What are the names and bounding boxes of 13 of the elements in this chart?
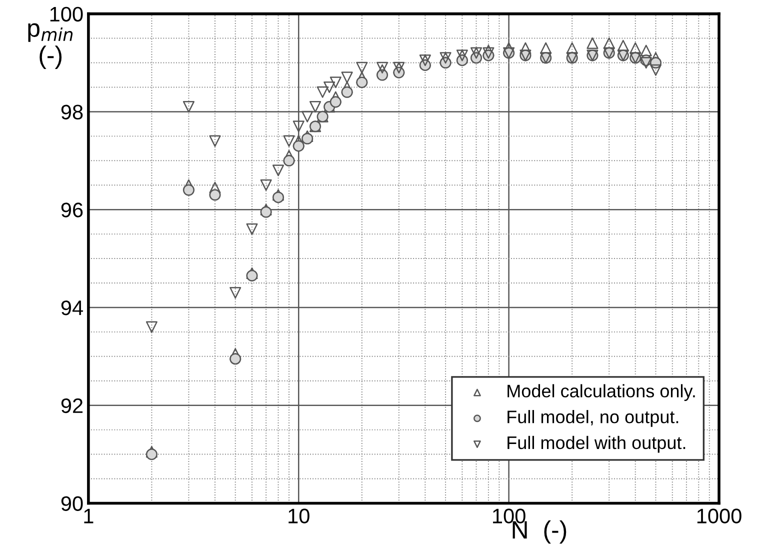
- y-axis-title: p$_{min}$ (-): [28, 23, 73, 69]
- y-tick-label: 100: [50, 6, 83, 22]
- y-tick-label: 90: [61, 496, 83, 511]
- legend-label: Model calculations only.: [508, 384, 695, 402]
- x-tick-label: 10: [288, 508, 310, 524]
- y-tick-label: 92: [61, 398, 83, 414]
- x-tick-label: 1000: [697, 508, 742, 524]
- y-tick-label: 98: [61, 104, 83, 120]
- y-tick-label: 96: [61, 202, 83, 218]
- legend-label: Full model, no output.: [508, 410, 678, 427]
- y-tick-label: 94: [61, 300, 83, 316]
- x-tick-label: 1: [84, 508, 94, 524]
- legend-label: Full model with output.: [508, 436, 686, 453]
